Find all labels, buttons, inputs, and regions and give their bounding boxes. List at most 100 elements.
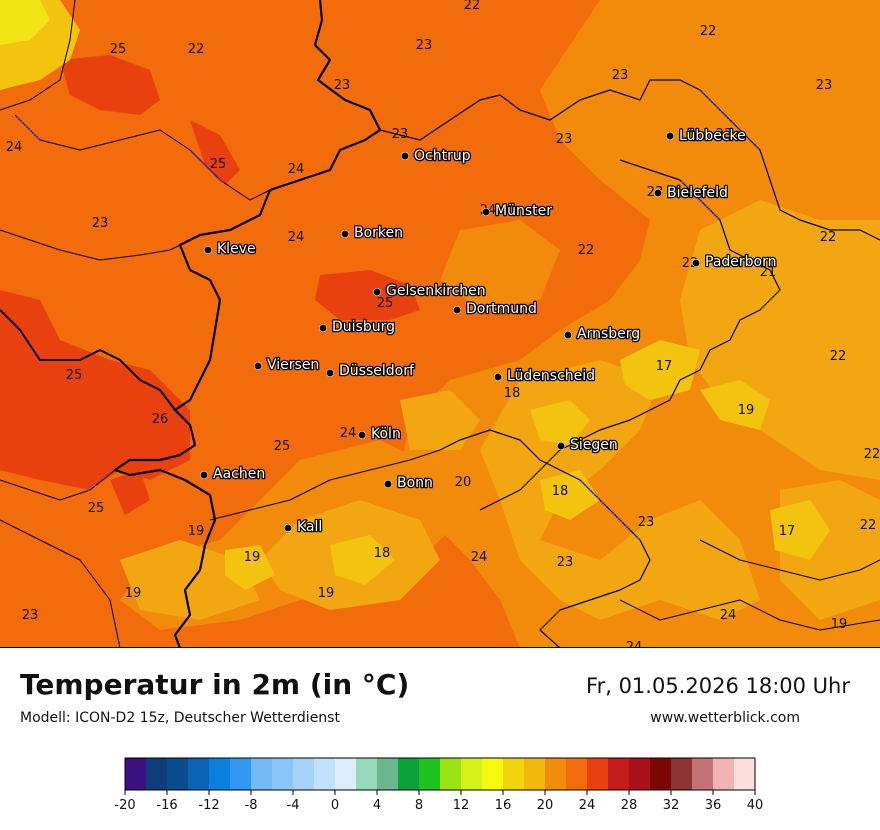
temp-value: 23: [392, 127, 409, 142]
temp-value: 23: [334, 78, 351, 93]
scale-swatch: [209, 758, 230, 790]
scale-swatch: [293, 758, 314, 790]
website-link[interactable]: www.wetterblick.com: [650, 710, 800, 726]
temp-value: 23: [556, 132, 573, 147]
temp-value: 25: [377, 296, 394, 311]
temp-value: 25: [88, 501, 105, 516]
city-label: Münster: [495, 203, 552, 219]
temp-value: 21: [760, 265, 777, 280]
temp-value: 25: [110, 42, 127, 57]
scale-swatch: [713, 758, 734, 790]
scale-ticks: -20 -16 -12 -8 -4 0 4 8 12 16 20 24 28 32 36 40: [114, 790, 763, 813]
model-info: Modell: ICON-D2 15z, Deutscher Wetterdie…: [20, 710, 340, 726]
scale-swatch: [230, 758, 251, 790]
scale-swatch: [650, 758, 671, 790]
scale-tick-label: 8: [415, 798, 423, 813]
city-duesseldorf[interactable]: Düsseldorf: [326, 362, 416, 380]
city-viersen[interactable]: Viersen: [254, 356, 321, 374]
city-label: Kall: [297, 519, 322, 535]
forecast-datetime: Fr, 01.05.2026 18:00 Uhr: [586, 674, 850, 698]
temp-value: 17: [656, 359, 673, 374]
city-gelsenkirchen[interactable]: Gelsenkirchen: [373, 282, 487, 300]
scale-tick-label: 16: [495, 798, 512, 813]
city-duisburg[interactable]: Duisburg: [319, 318, 396, 336]
city-ochtrup[interactable]: Ochtrup: [401, 147, 472, 165]
city-kleve[interactable]: Kleve: [204, 240, 257, 258]
state-border-1: [0, 0, 76, 111]
city-label: Kleve: [217, 241, 256, 257]
temp-value: 18: [552, 484, 569, 499]
city-label: Düsseldorf: [339, 363, 415, 379]
nrw-border-south: [439, 429, 651, 648]
city-bonn[interactable]: Bonn: [384, 474, 434, 492]
state-border-4: [0, 469, 116, 501]
national-border: [113, 0, 382, 648]
color-scale-legend: -20 -16 -12 -8 -4 0 4 8 12 16 20 24 28 32 36 40: [114, 757, 763, 813]
scale-tick-label: 40: [747, 798, 764, 813]
state-border-rlp: [209, 449, 441, 521]
scale-tick-label: 36: [705, 798, 722, 813]
scale-swatch: [440, 758, 461, 790]
city-label: Borken: [354, 225, 403, 241]
temperature-map: 22 25 22 23 22 23 23 23 24 23 23 25 24 2…: [0, 0, 880, 648]
state-border-3: [0, 229, 181, 261]
borders: [0, 0, 880, 648]
temp-zone-16: [0, 0, 80, 90]
scale-tick-label: -8: [245, 798, 258, 813]
temp-value: 23: [816, 78, 833, 93]
nrw-border-north: [379, 79, 880, 241]
city-dortmund[interactable]: Dortmund: [453, 300, 538, 318]
temp-value: 18: [374, 546, 391, 561]
scale-tick-label: 20: [537, 798, 554, 813]
scale-swatches: [124, 757, 756, 791]
scale-swatch: [146, 758, 167, 790]
city-siegen[interactable]: Siegen: [557, 436, 619, 454]
scale-swatch: [335, 758, 356, 790]
temp-value: 19: [188, 524, 205, 539]
temp-value: 19: [738, 403, 755, 418]
scale-swatch: [545, 758, 566, 790]
temp-value: 23: [92, 216, 109, 231]
temp-value: 22: [578, 243, 595, 258]
scale-swatch: [125, 758, 146, 790]
city-label: Ochtrup: [414, 148, 471, 164]
city-aachen[interactable]: Aachen: [200, 465, 267, 483]
temp-value: 22: [820, 230, 837, 245]
scale-tick-label: -16: [156, 798, 177, 813]
scale-swatch: [377, 758, 398, 790]
scale-swatch: [167, 758, 188, 790]
scale-swatch: [671, 758, 692, 790]
city-arnsberg[interactable]: Arnsberg: [564, 325, 641, 343]
temp-zone-25: [0, 55, 420, 515]
city-kall[interactable]: Kall: [284, 518, 324, 536]
city-luebbecke[interactable]: Lübbecke: [666, 127, 747, 145]
scale-swatch: [503, 758, 524, 790]
state-border-hesse: [699, 539, 880, 581]
scale-swatch: [251, 758, 272, 790]
temp-value: 23: [638, 515, 655, 530]
temp-value: 26: [152, 412, 169, 427]
city-paderborn[interactable]: Paderborn: [692, 253, 778, 271]
temp-value: 22: [860, 518, 877, 533]
temp-zone-17: [225, 340, 830, 590]
city-label: Viersen: [267, 357, 319, 373]
state-border-5: [0, 519, 121, 648]
scale-tick-label: 4: [373, 798, 381, 813]
temp-value: 24: [720, 608, 737, 623]
city-label: Lübbecke: [679, 128, 746, 144]
scale-swatch: [524, 758, 545, 790]
temp-value: 22: [464, 0, 481, 13]
scale-swatch: [608, 758, 629, 790]
city-label: Duisburg: [332, 319, 395, 335]
city-bielefeld[interactable]: Bielefeld: [654, 184, 729, 202]
city-luedenscheid[interactable]: Lüdenscheid: [494, 367, 596, 385]
city-label: Paderborn: [705, 254, 776, 270]
city-koeln[interactable]: Köln: [358, 425, 402, 443]
scale-swatch: [272, 758, 293, 790]
city-muenster[interactable]: Münster: [482, 202, 554, 220]
scale-swatch: [587, 758, 608, 790]
scale-tick-label: 12: [453, 798, 470, 813]
city-borken[interactable]: Borken: [341, 224, 404, 242]
scale-tick-label: -4: [287, 798, 300, 813]
temp-value: 23: [716, 127, 733, 142]
